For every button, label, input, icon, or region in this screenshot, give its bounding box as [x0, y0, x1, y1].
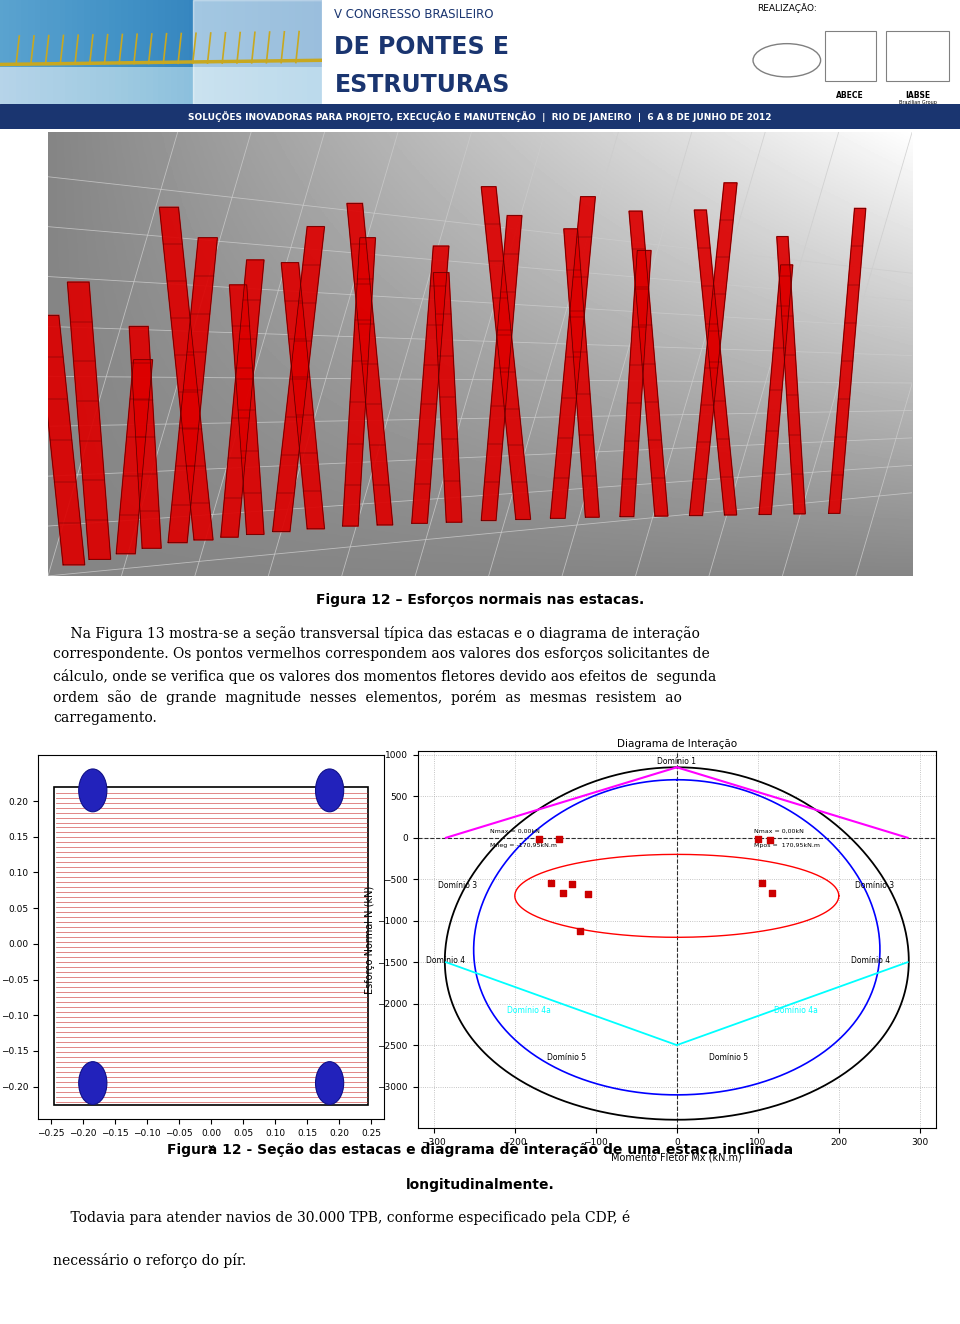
Bar — [825, 32, 876, 81]
Polygon shape — [564, 229, 599, 518]
Text: Domínio 3: Domínio 3 — [855, 882, 894, 890]
Polygon shape — [273, 226, 324, 531]
Point — [762, 829, 778, 850]
Polygon shape — [130, 327, 161, 548]
Polygon shape — [550, 197, 595, 518]
Ellipse shape — [80, 769, 107, 812]
Text: Na Figura 13 mostra-se a seção transversal típica das estacas e o diagrama de in: Na Figura 13 mostra-se a seção transvers… — [53, 626, 700, 641]
Text: Mpos =  170,95kN.m: Mpos = 170,95kN.m — [754, 843, 820, 849]
Point — [580, 883, 595, 904]
Point — [552, 829, 567, 850]
Polygon shape — [159, 208, 213, 540]
Text: Domínio 5: Domínio 5 — [709, 1053, 749, 1062]
Y-axis label: Esforço Normal N (kN): Esforço Normal N (kN) — [365, 886, 374, 993]
Bar — [886, 32, 949, 81]
Point — [572, 920, 588, 941]
Text: IABSE: IABSE — [905, 91, 930, 101]
Point — [755, 873, 770, 894]
Text: Domínio 5: Domínio 5 — [547, 1053, 587, 1062]
Text: Nmax = 0,00kN: Nmax = 0,00kN — [491, 829, 540, 834]
Polygon shape — [116, 360, 153, 553]
Text: longitudinalmente.: longitudinalmente. — [406, 1177, 554, 1192]
Text: Domínio 4a: Domínio 4a — [774, 1006, 818, 1014]
Text: Domínio 1: Domínio 1 — [658, 756, 696, 765]
Polygon shape — [629, 211, 668, 516]
Point — [556, 882, 571, 903]
Text: ABECE: ABECE — [836, 91, 864, 101]
Text: Brazilian Group: Brazilian Group — [899, 99, 937, 105]
Polygon shape — [412, 246, 449, 523]
Text: Figura 12 – Esforços normais nas estacas.: Figura 12 – Esforços normais nas estacas… — [316, 593, 644, 608]
Point — [750, 829, 765, 850]
Text: Domínio 4: Domínio 4 — [425, 956, 465, 965]
Ellipse shape — [316, 1062, 343, 1104]
Text: SOLUÇÕES INOVADORAS PARA PROJETO, EXECUÇÃO E MANUTENÇÃO  |  RIO DE JANEIRO  |  6: SOLUÇÕES INOVADORAS PARA PROJETO, EXECUÇ… — [188, 111, 772, 122]
Text: ordem  são  de  grande  magnitude  nesses  elementos,  porém  as  mesmas  resist: ordem são de grande magnitude nesses ele… — [53, 690, 682, 704]
Polygon shape — [433, 273, 462, 522]
Text: necessário o reforço do pír.: necessário o reforço do pír. — [53, 1254, 246, 1268]
Text: Domínio 4a: Domínio 4a — [507, 1006, 551, 1014]
Point — [532, 828, 547, 849]
Text: Mneg = -170,95kN.m: Mneg = -170,95kN.m — [491, 843, 558, 849]
Text: correspondente. Os pontos vermelhos correspondem aos valores dos esforços solici: correspondente. Os pontos vermelhos corr… — [53, 647, 709, 662]
Bar — [55, 786, 368, 1104]
X-axis label: Momento Fletor Mx (kN.m): Momento Fletor Mx (kN.m) — [612, 1152, 742, 1162]
Text: cálculo, onde se verifica que os valores dos momentos fletores devido aos efeito: cálculo, onde se verifica que os valores… — [53, 669, 716, 683]
Polygon shape — [694, 211, 736, 515]
Polygon shape — [777, 237, 805, 514]
Polygon shape — [281, 262, 324, 528]
Text: Domínio 4: Domínio 4 — [851, 956, 890, 965]
Text: carregamento.: carregamento. — [53, 711, 156, 726]
Polygon shape — [67, 282, 110, 559]
Text: V CONGRESSO BRASILEIRO: V CONGRESSO BRASILEIRO — [334, 8, 493, 21]
Polygon shape — [343, 238, 375, 526]
Polygon shape — [168, 238, 217, 543]
Polygon shape — [37, 315, 84, 565]
Polygon shape — [221, 260, 264, 538]
Polygon shape — [759, 265, 793, 515]
Ellipse shape — [80, 1062, 107, 1104]
Title: Diagrama de Interação: Diagrama de Interação — [616, 739, 737, 748]
Polygon shape — [828, 208, 866, 514]
Polygon shape — [481, 187, 531, 519]
Ellipse shape — [316, 769, 343, 812]
Point — [543, 873, 559, 894]
Polygon shape — [689, 183, 737, 515]
Polygon shape — [347, 204, 393, 524]
X-axis label: x: x — [208, 1143, 214, 1153]
Polygon shape — [229, 285, 264, 535]
Text: DE PONTES E: DE PONTES E — [334, 36, 510, 60]
Text: Domínio 3: Domínio 3 — [438, 882, 477, 890]
Text: Todavia para atender navios de 30.000 TPB, conforme especificado pela CDP, é: Todavia para atender navios de 30.000 TP… — [53, 1210, 630, 1225]
Text: ESTRUTURAS: ESTRUTURAS — [334, 73, 510, 97]
Point — [564, 874, 579, 895]
Point — [765, 882, 780, 903]
Text: REALIZAÇÃO:: REALIZAÇÃO: — [757, 3, 817, 13]
Text: Figura 12 - Seção das estacas e diagrama de interação de uma estaca inclinada: Figura 12 - Seção das estacas e diagrama… — [167, 1143, 793, 1157]
Text: Nmax = 0,00kN: Nmax = 0,00kN — [754, 829, 804, 834]
Polygon shape — [620, 250, 651, 516]
Polygon shape — [481, 216, 522, 520]
